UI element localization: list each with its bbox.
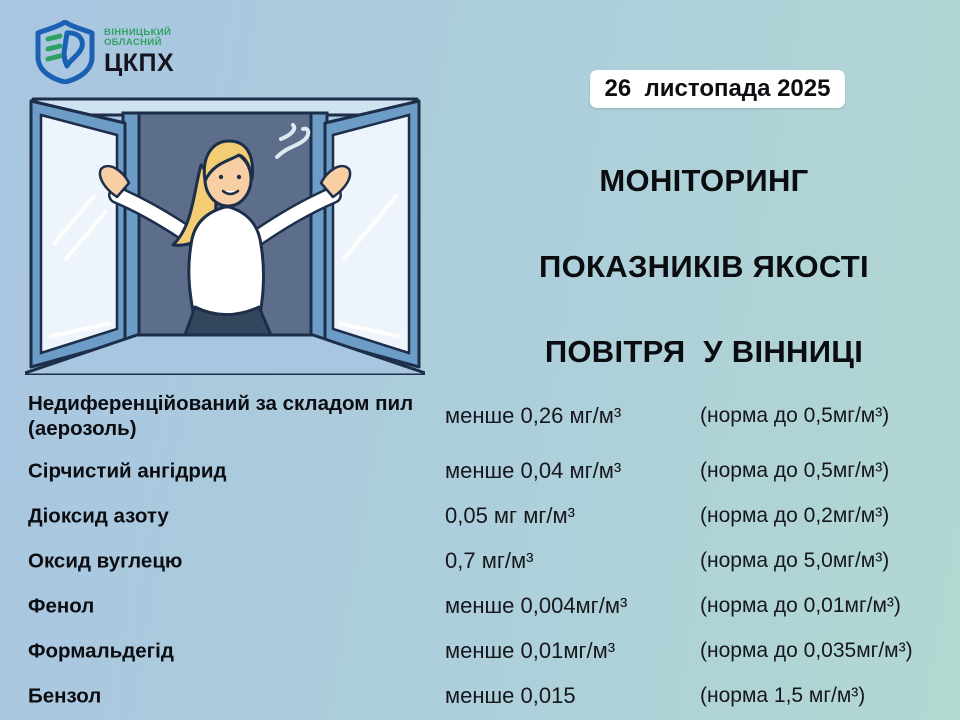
pollutant-norm: (норма до 0,01мг/м³)	[700, 593, 901, 617]
pollutant-row: Недиференційований за складом пил (аероз…	[28, 384, 953, 448]
pollutant-name: Недиференційований за складом пил (аероз…	[28, 392, 414, 440]
pollutant-value: менше 0,04 мг/м³	[445, 457, 622, 483]
right-window-pane	[323, 99, 421, 369]
woman-figure	[98, 139, 352, 337]
page-title: МОНІТОРИНГ ПОКАЗНИКІВ ЯКОСТІ ПОВІТРЯ У В…	[458, 160, 950, 374]
pollutant-row: Оксид вуглецю 0,7 мг/м³ (норма до 5,0мг/…	[28, 538, 953, 583]
pollutant-name: Оксид вуглецю	[28, 549, 183, 572]
pollutant-norm: (норма до 5,0мг/м³)	[700, 548, 890, 572]
woman-opening-window-illustration	[25, 97, 425, 375]
pollutant-norm: (норма до 0,5мг/м³)	[700, 458, 890, 482]
pollutant-row: Бензол менше 0,015 (норма 1,5 мг/м³)	[28, 673, 953, 718]
org-name-line2: ОБЛАСНИЙ	[104, 36, 162, 48]
pollutant-norm: (норма 1,5 мг/м³)	[700, 683, 866, 707]
org-abbr: ЦКПХ	[104, 48, 175, 77]
pollutant-norm: (норма до 0,5мг/м³)	[700, 404, 890, 427]
pollutant-value: 0,7 мг/м³	[445, 547, 534, 573]
pollutant-norm: (норма до 0,035мг/м³)	[700, 638, 913, 662]
pollutant-table: Недиференційований за складом пил (аероз…	[28, 384, 953, 718]
pollutant-row: Сірчистий ангідрид менше 0,04 мг/м³ (нор…	[28, 448, 953, 493]
pollutant-name: Діоксид азоту	[28, 504, 169, 527]
pollutant-value: менше 0,01мг/м³	[445, 637, 616, 663]
pollutant-value: 0,05 мг мг/м³	[445, 502, 575, 528]
title-line2: ПОКАЗНИКІВ ЯКОСТІ	[539, 248, 869, 284]
pollutant-norm: (норма до 0,2мг/м³)	[700, 503, 890, 527]
shield-heart-logo-icon	[35, 20, 95, 84]
wind-icon	[275, 123, 311, 159]
pollutant-name: Бензол	[28, 684, 102, 707]
org-name-line1: ВІННИЦЬКИЙ	[104, 26, 172, 38]
title-line3: ПОВІТРЯ У ВІННИЦІ	[544, 334, 864, 370]
pollutant-row: Діоксид азоту 0,05 мг мг/м³ (норма до 0,…	[28, 493, 953, 538]
pollutant-name: Сірчистий ангідрид	[28, 459, 227, 482]
pollutant-value: менше 0,26 мг/м³	[445, 403, 622, 428]
date-badge: 26 листопада 2025	[590, 70, 845, 108]
logo-text: ВІННИЦЬКИЙ ОБЛАСНИЙ ЦКПХ	[104, 26, 175, 77]
left-window-pane	[29, 99, 127, 369]
title-line1: МОНІТОРИНГ	[599, 163, 809, 198]
pollutant-name: Формальдегід	[28, 639, 174, 662]
pollutant-value: менше 0,004мг/м³	[445, 592, 628, 618]
pollutant-name: Фенол	[28, 594, 95, 617]
pollutant-row: Фенол менше 0,004мг/м³ (норма до 0,01мг/…	[28, 583, 953, 628]
pollutant-value: менше 0,015	[445, 682, 576, 708]
pollutant-row: Формальдегід менше 0,01мг/м³ (норма до 0…	[28, 628, 953, 673]
org-logo: ВІННИЦЬКИЙ ОБЛАСНИЙ ЦКПХ	[34, 20, 174, 84]
